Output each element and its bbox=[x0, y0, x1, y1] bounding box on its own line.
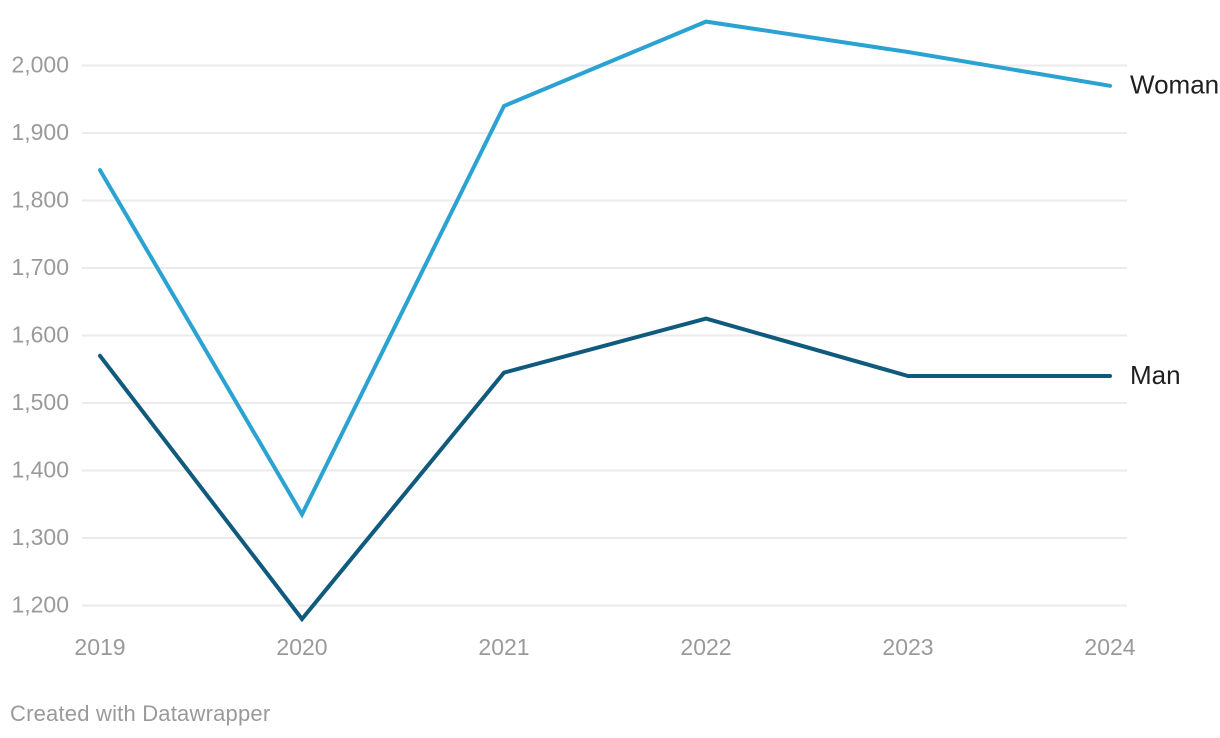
x-axis-tick-label: 2020 bbox=[276, 634, 327, 660]
line-chart-canvas: 2,000 1,900 1,800 1,700 1,600 1,500 1,400 1,300… bbox=[11, 19, 1219, 660]
y-axis-tick-label: 1,200 bbox=[11, 592, 69, 618]
series-line-woman bbox=[98, 19, 1112, 519]
x-axis-tick-label: 2019 bbox=[74, 634, 125, 660]
y-axis-tick-label: 1,300 bbox=[11, 524, 69, 550]
series-line-man bbox=[98, 316, 1112, 623]
x-axis-tick-label: 2021 bbox=[478, 634, 529, 660]
datawrapper-credit: Created with Datawrapper bbox=[10, 701, 271, 726]
series-label-woman: Woman bbox=[1130, 70, 1219, 100]
y-axis-tick-label: 2,000 bbox=[11, 52, 69, 78]
series-label-man: Man bbox=[1130, 360, 1181, 390]
y-axis-tick-label: 1,600 bbox=[11, 322, 69, 348]
x-axis-tick-label: 2023 bbox=[882, 634, 933, 660]
y-axis-tick-label: 1,900 bbox=[11, 119, 69, 145]
y-axis-tick-label: 1,800 bbox=[11, 187, 69, 213]
y-axis-tick-label: 1,400 bbox=[11, 457, 69, 483]
y-axis-tick-label: 1,500 bbox=[11, 389, 69, 415]
x-axis-tick-label: 2024 bbox=[1084, 634, 1135, 660]
y-axis-tick-label: 1,700 bbox=[11, 254, 69, 280]
x-axis-tick-label: 2022 bbox=[680, 634, 731, 660]
